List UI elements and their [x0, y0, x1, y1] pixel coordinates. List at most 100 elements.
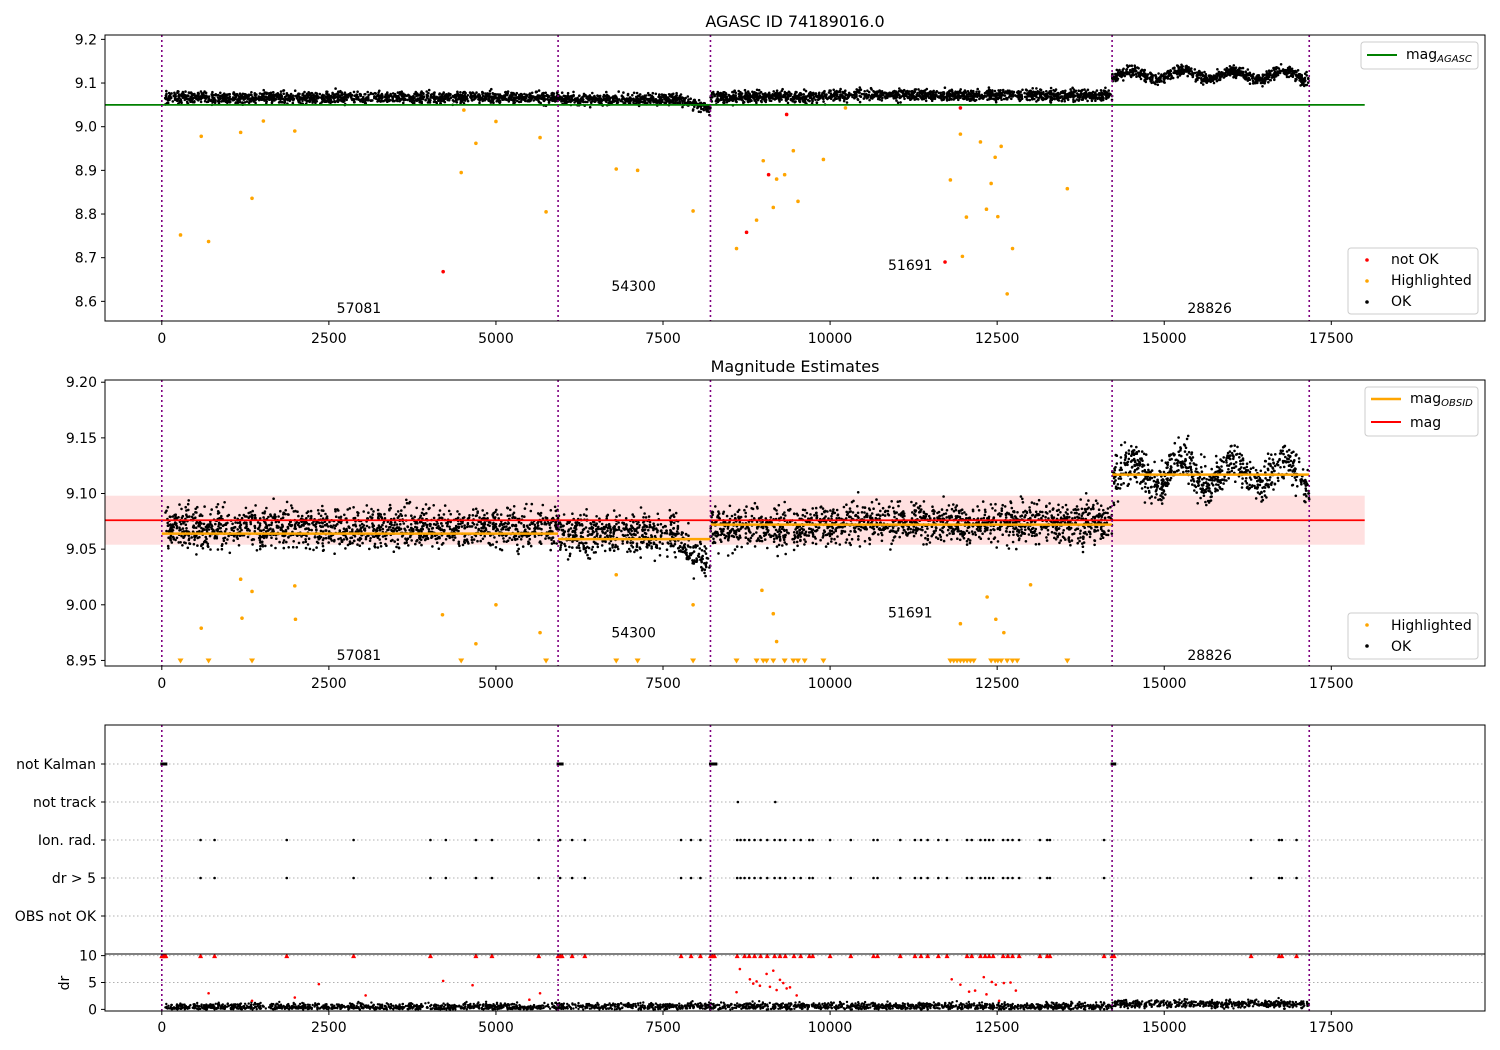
ok-point [1274, 74, 1277, 77]
ok-point [919, 95, 922, 99]
not-ok-point [766, 172, 771, 177]
ok-point [424, 98, 427, 102]
ok-point [771, 93, 774, 96]
ok-point [301, 96, 304, 100]
ok-point [789, 94, 792, 98]
ok-point [1021, 88, 1024, 92]
ok-point [232, 539, 235, 542]
p1-xtick-label: 10000 [808, 331, 853, 347]
ok-point [311, 101, 314, 104]
ok-point [550, 542, 554, 545]
ok-point [343, 91, 347, 94]
ok-point [867, 90, 871, 94]
ok-point [211, 100, 214, 104]
ok-point [555, 96, 559, 99]
ok-point [329, 100, 333, 103]
ok-point [704, 106, 707, 109]
ok-point [1079, 93, 1083, 97]
ok-point [1296, 75, 1299, 78]
ok-point [1156, 77, 1160, 81]
ok-point [525, 93, 528, 97]
ok-point [1088, 91, 1091, 95]
ok-point [1193, 68, 1197, 71]
ok-point [523, 98, 526, 102]
ok-point [588, 105, 592, 109]
ok-point [1070, 90, 1073, 93]
ok-point [675, 91, 678, 95]
ok-point [858, 86, 862, 89]
ok-point [757, 88, 761, 92]
ok-point [380, 99, 384, 103]
ok-point [777, 93, 781, 97]
ok-point [725, 98, 729, 101]
ok-point [552, 92, 556, 95]
ok-point [205, 100, 209, 104]
ok-point [1205, 77, 1209, 81]
ok-point [511, 98, 515, 102]
ok-point [173, 98, 177, 102]
ok-point [719, 91, 722, 95]
ok-point [534, 90, 538, 93]
ok-point [814, 92, 818, 95]
ok-point [304, 99, 307, 102]
ok-point [190, 92, 194, 95]
ok-point [247, 94, 250, 98]
ok-point [305, 93, 309, 97]
ok-point [425, 90, 429, 93]
ok-point [775, 89, 779, 92]
ok-point [1256, 74, 1259, 77]
ok-point [1000, 93, 1004, 96]
ok-point [798, 100, 802, 104]
ok-point [612, 95, 615, 98]
ok-point [1099, 98, 1102, 101]
ok-point [180, 92, 184, 95]
ok-point [1182, 72, 1185, 75]
ok-point [314, 101, 317, 105]
ok-point [240, 516, 244, 520]
ok-point [1201, 74, 1205, 78]
ok-point [411, 95, 415, 98]
ok-point [528, 523, 532, 526]
ok-point [504, 97, 508, 101]
ok-point [223, 530, 227, 533]
ok-point [934, 91, 938, 94]
highlighted-point [964, 215, 969, 219]
ok-point [437, 513, 441, 517]
ok-point [1067, 96, 1070, 99]
highlighted-point [250, 196, 254, 201]
ok-point [314, 525, 318, 528]
ok-point [503, 94, 506, 98]
ok-point [957, 94, 961, 98]
ok-point [881, 96, 884, 100]
ok-point [547, 101, 551, 104]
obsid-label: 57081 [337, 301, 382, 317]
ok-point [1094, 99, 1097, 102]
ok-point [568, 100, 571, 103]
ok-point [914, 88, 918, 91]
highlighted-point [948, 178, 953, 182]
ok-point [356, 95, 360, 99]
ok-point [551, 97, 554, 101]
ok-point [240, 94, 244, 98]
ok-point [1246, 68, 1250, 71]
ok-point [477, 98, 480, 101]
ok-point [1163, 81, 1166, 84]
ok-point [803, 98, 806, 101]
ok-point [255, 549, 259, 552]
ok-point [358, 98, 362, 102]
ok-point [1002, 97, 1006, 101]
ok-point [1221, 71, 1224, 74]
ok-point [390, 528, 393, 532]
ok-point [361, 97, 364, 101]
ok-point [339, 98, 342, 102]
highlighted-point [771, 205, 776, 210]
ok-point [552, 94, 555, 97]
ok-point [855, 93, 858, 97]
ok-point [630, 98, 633, 101]
ok-point [419, 97, 423, 100]
ok-point [393, 540, 397, 543]
ok-point [515, 91, 519, 95]
highlighted-point [796, 199, 800, 204]
ok-point [885, 92, 888, 95]
ok-point [1094, 94, 1097, 98]
